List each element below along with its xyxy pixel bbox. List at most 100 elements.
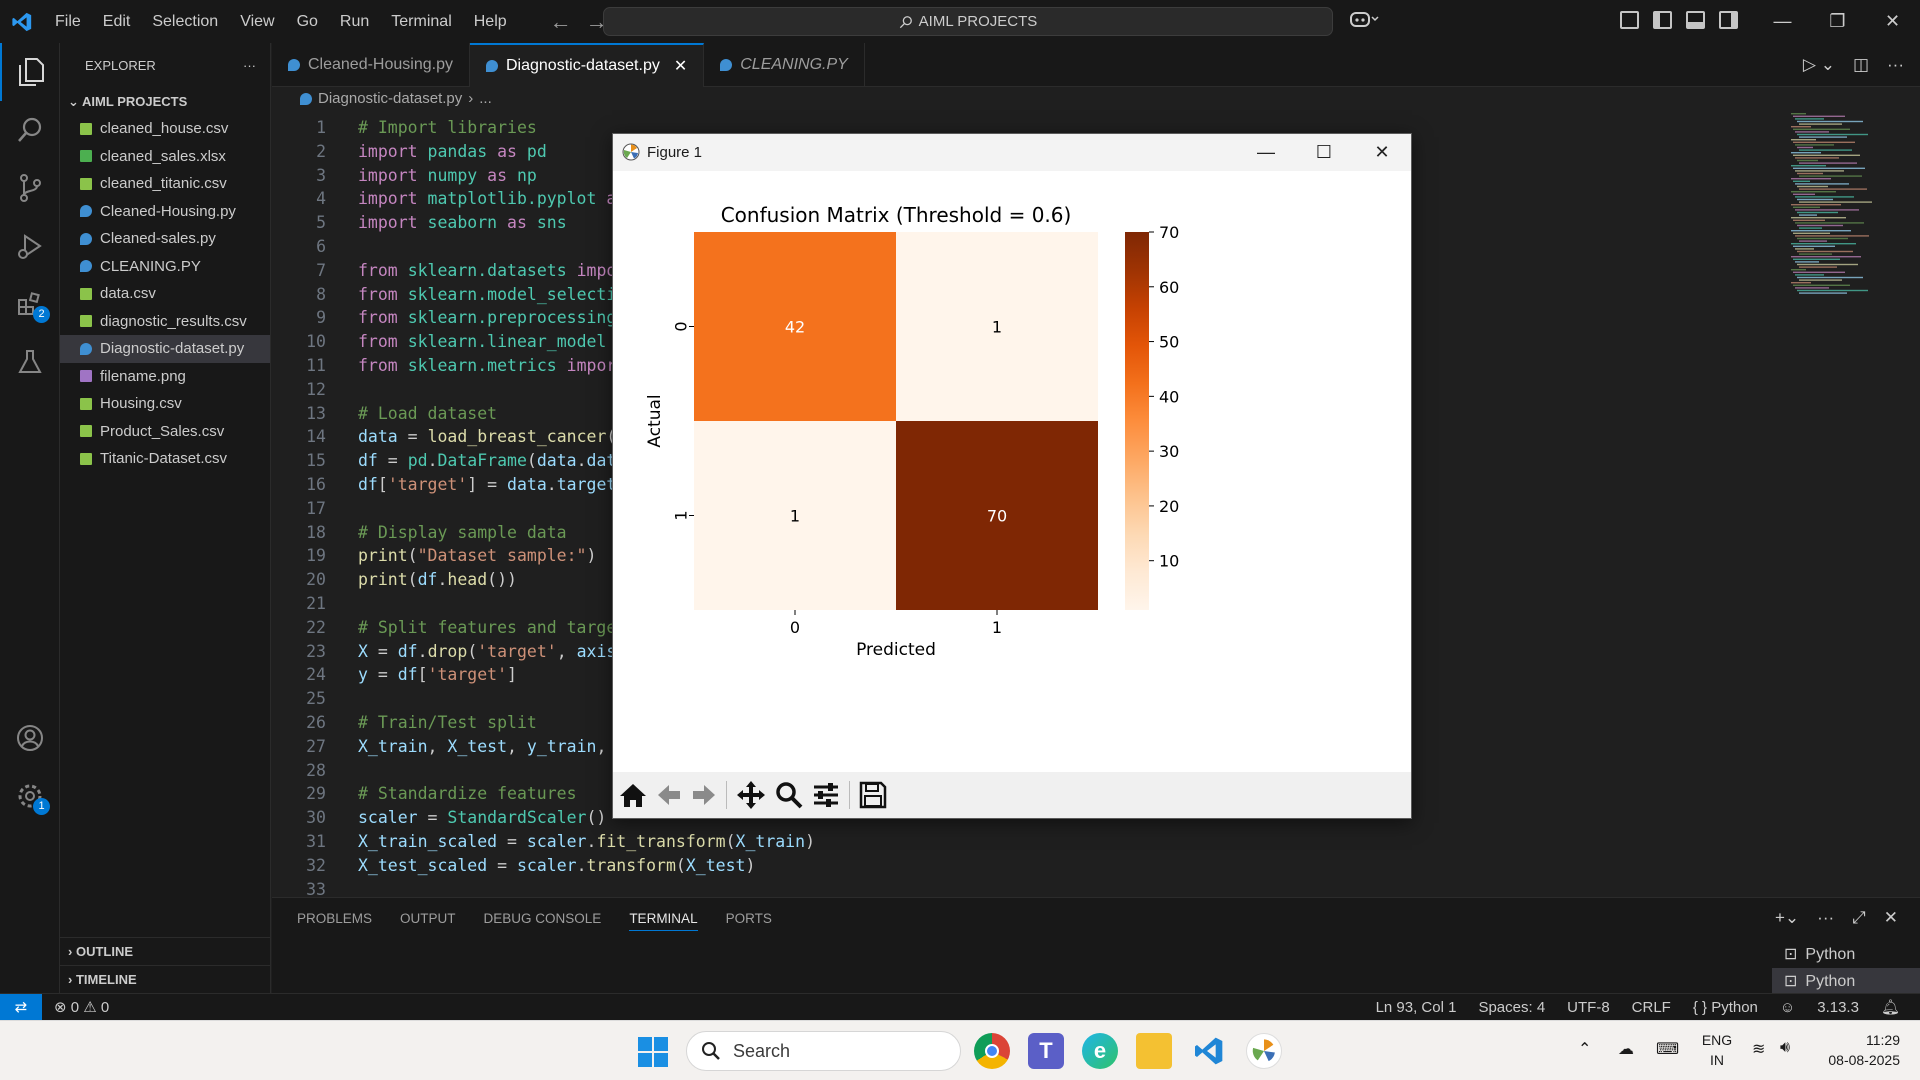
split-editor-icon[interactable]: ◫ — [1852, 55, 1870, 74]
tab-problems[interactable]: PROBLEMS — [297, 911, 373, 926]
file-item[interactable]: cleaned_titanic.csv — [60, 170, 270, 198]
folder-header[interactable]: ⌄ AIML PROJECTS — [60, 88, 270, 115]
forward-arrow-icon[interactable] — [691, 781, 717, 809]
menu-terminal[interactable]: Terminal — [391, 13, 452, 30]
file-item[interactable]: CLEANING.PY — [60, 253, 270, 281]
onedrive-icon[interactable]: ☁ — [1618, 1041, 1634, 1058]
pan-move-icon[interactable] — [736, 780, 766, 810]
maximize-icon[interactable]: ☐ — [1315, 142, 1333, 162]
edge-icon[interactable]: e — [1082, 1033, 1118, 1069]
maximize-panel-icon[interactable]: ⤢ — [1852, 908, 1866, 927]
clock[interactable]: 11:29 08-08-2025 — [1818, 1030, 1900, 1070]
file-item[interactable]: Cleaned-sales.py — [60, 225, 270, 253]
back-arrow-icon[interactable]: ← — [549, 8, 572, 34]
toggle-sidebar-icon[interactable] — [1653, 11, 1672, 29]
taskbar-search[interactable]: Search — [686, 1031, 961, 1071]
tab-debug-console[interactable]: DEBUG CONSOLE — [483, 911, 602, 926]
tab-terminal[interactable]: TERMINAL — [629, 911, 698, 931]
file-item[interactable]: Cleaned-Housing.py — [60, 198, 270, 226]
file-item[interactable]: cleaned_house.csv — [60, 115, 270, 143]
toggle-panel-icon[interactable] — [1686, 11, 1705, 29]
tab-cleaning[interactable]: CLEANING.PY — [704, 43, 865, 87]
run-debug-icon[interactable] — [0, 217, 60, 275]
tab-diagnostic-dataset[interactable]: Diagnostic-dataset.py ✕ — [469, 43, 705, 87]
explorer-icon[interactable] — [0, 43, 60, 101]
minimize-icon[interactable]: — — [1773, 11, 1792, 31]
file-item[interactable]: Product_Sales.csv — [60, 418, 270, 446]
more-actions-icon[interactable]: ··· — [1817, 908, 1835, 927]
tab-output[interactable]: OUTPUT — [400, 911, 456, 926]
menu-file[interactable]: File — [55, 13, 81, 30]
terminal-list-item[interactable]: ⊡ Python — [1772, 968, 1920, 995]
tab-cleaned-housing[interactable]: Cleaned-Housing.py — [272, 43, 470, 87]
menu-edit[interactable]: Edit — [102, 13, 131, 30]
menu-selection[interactable]: Selection — [152, 13, 219, 30]
minimap[interactable] — [1789, 113, 1909, 303]
copilot-icon[interactable] — [1350, 10, 1380, 33]
file-item[interactable]: data.csv — [60, 280, 270, 308]
more-actions-icon[interactable]: ··· — [1887, 55, 1904, 74]
notifications-bell-icon[interactable]: 🔔︎ — [1880, 999, 1900, 1016]
chrome-icon[interactable] — [974, 1033, 1010, 1069]
outline-section[interactable]: › OUTLINE — [60, 937, 271, 965]
language-indicator[interactable]: ENG IN — [1700, 1030, 1734, 1070]
menu-help[interactable]: Help — [473, 13, 507, 30]
customize-layout-icon[interactable] — [1620, 11, 1639, 29]
file-item[interactable]: filename.png — [60, 363, 270, 391]
chevron-up-icon[interactable]: ⌃ — [1578, 1041, 1592, 1058]
accounts-icon[interactable] — [0, 709, 60, 767]
menu-view[interactable]: View — [240, 13, 275, 30]
menu-go[interactable]: Go — [296, 13, 318, 30]
language-mode[interactable]: { } Python — [1692, 999, 1758, 1016]
new-terminal-icon[interactable]: +⌄ — [1774, 908, 1800, 927]
end-of-line[interactable]: CRLF — [1631, 999, 1671, 1016]
cursor-position[interactable]: Ln 93, Col 1 — [1375, 999, 1457, 1016]
zoom-magnifier-icon[interactable] — [775, 781, 803, 809]
matplotlib-taskbar-icon[interactable] — [1246, 1033, 1282, 1069]
search-icon[interactable] — [0, 101, 60, 159]
terminal-list-item[interactable]: ⊡ Python — [1772, 941, 1920, 968]
figure-titlebar[interactable]: Figure 1 — ☐ ✕ — [613, 134, 1411, 171]
close-icon[interactable]: ✕ — [1884, 11, 1901, 31]
python-version[interactable]: 3.13.3 — [1817, 999, 1859, 1016]
volume-icon[interactable]: 🔊︎ — [1780, 1039, 1791, 1056]
file-explorer-icon[interactable] — [1136, 1033, 1172, 1069]
settings-gear-icon[interactable]: 1 — [0, 767, 60, 825]
run-file-icon[interactable]: ▷ ⌄ — [1802, 55, 1835, 74]
indentation[interactable]: Spaces: 4 — [1478, 999, 1546, 1016]
home-icon[interactable] — [619, 781, 647, 809]
file-item[interactable]: cleaned_sales.xlsx — [60, 143, 270, 171]
breadcrumb-file[interactable]: Diagnostic-dataset.py — [318, 90, 463, 107]
restore-icon[interactable]: ❐ — [1829, 11, 1846, 31]
forward-arrow-icon[interactable]: → — [585, 8, 608, 34]
keyboard-icon[interactable]: ⌨ — [1656, 1041, 1680, 1058]
minimize-icon[interactable]: — — [1257, 142, 1275, 162]
file-item[interactable]: Titanic-Dataset.csv — [60, 445, 270, 473]
breadcrumb-symbol[interactable]: ... — [479, 90, 492, 107]
wifi-icon[interactable]: ≋ — [1752, 1041, 1766, 1058]
close-icon[interactable]: ✕ — [1374, 142, 1390, 162]
remote-icon[interactable]: ⇄ — [0, 994, 42, 1021]
configure-subplots-icon[interactable] — [812, 781, 840, 809]
teams-icon[interactable]: T — [1028, 1033, 1064, 1069]
encoding[interactable]: UTF-8 — [1567, 999, 1610, 1016]
more-actions-icon[interactable]: ··· — [243, 58, 256, 73]
menu-run[interactable]: Run — [339, 13, 370, 30]
vscode-taskbar-icon[interactable] — [1191, 1033, 1227, 1069]
toggle-secondary-sidebar-icon[interactable] — [1719, 11, 1738, 29]
command-center-search[interactable]: AIML PROJECTS — [603, 7, 1333, 36]
extensions-icon[interactable]: 2 — [0, 275, 60, 333]
testing-icon[interactable] — [0, 333, 60, 391]
file-item[interactable]: Diagnostic-dataset.py — [60, 335, 270, 363]
file-item[interactable]: Housing.csv — [60, 390, 270, 418]
close-panel-icon[interactable]: ✕ — [1883, 908, 1898, 927]
close-tab-icon[interactable]: ✕ — [673, 58, 688, 75]
timeline-section[interactable]: › TIMELINE — [60, 965, 271, 993]
file-item[interactable]: diagnostic_results.csv — [60, 308, 270, 336]
save-floppy-icon[interactable] — [859, 781, 887, 809]
copilot-icon[interactable]: ☺ — [1779, 999, 1796, 1016]
back-arrow-icon[interactable] — [656, 781, 682, 809]
windows-start-icon[interactable] — [638, 1037, 668, 1067]
tab-ports[interactable]: PORTS — [725, 911, 772, 926]
source-control-icon[interactable] — [0, 159, 60, 217]
